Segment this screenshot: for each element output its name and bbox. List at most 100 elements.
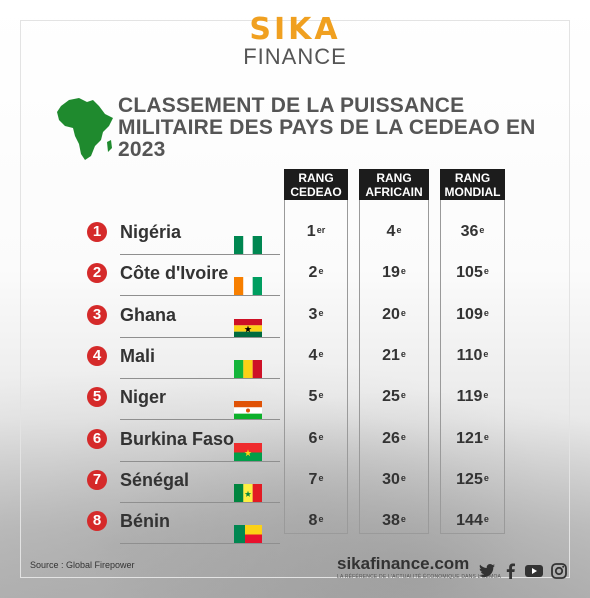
rank-cedeao-suffix: e (318, 431, 324, 442)
country-name: Ghana (120, 304, 177, 325)
rank-number-badge: 8 (87, 511, 107, 532)
rank-africain-suffix: e (400, 514, 406, 525)
twitter-icon[interactable] (478, 562, 496, 580)
rank-mondial-value: 105 (456, 264, 483, 282)
rank-mondial-value: 125 (456, 470, 483, 488)
rank-mondial-value: 109 (456, 305, 483, 323)
flag-cote-divoire-icon (234, 277, 262, 297)
rank-cedeao-value: 6 (308, 429, 318, 447)
rank-cedeao-value: 5 (308, 388, 318, 406)
rank-mondial-suffix: e (483, 514, 489, 525)
rank-africain: 26e (359, 427, 429, 451)
rank-number-badge: 6 (87, 428, 107, 449)
column-header-line: RANG (454, 171, 491, 185)
column-header-line: MONDIAL (444, 185, 501, 199)
rank-cedeao: 2e (284, 261, 348, 285)
rank-africain: 30e (359, 468, 429, 492)
rank-mondial-value: 119 (456, 388, 483, 406)
table-row: 6 Burkina Faso 6e 26e 121e (0, 425, 590, 466)
rank-cedeao-suffix: e (318, 307, 324, 318)
column-header-africain: RANG AFRICAIN (359, 169, 429, 200)
row-divider (120, 336, 280, 338)
rank-cedeao-value: 2 (308, 264, 318, 282)
logo-sika: SIKA (249, 12, 341, 47)
logo-finance: FINANCE (243, 44, 347, 69)
rank-mondial-suffix: e (483, 348, 489, 359)
flag-ghana-icon (234, 318, 262, 338)
country-name: Nigéria (120, 222, 182, 242)
column-box-cedeao (284, 200, 348, 534)
country-name: Bénin (120, 511, 171, 532)
rank-cedeao: 6e (284, 427, 348, 451)
rank-cedeao-value: 7 (308, 470, 318, 488)
rank-cedeao: 3e (284, 303, 348, 327)
rank-number-badge: 2 (87, 263, 107, 284)
rank-africain-suffix: e (396, 225, 402, 235)
row-divider (120, 377, 280, 379)
rank-africain-value: 26 (382, 429, 400, 447)
source-note: Source : Global Firepower (30, 560, 135, 570)
flag-senegal-icon (234, 483, 262, 503)
country-name: Niger (120, 387, 167, 408)
rank-mondial: 121e (440, 427, 505, 451)
row-divider (120, 460, 280, 462)
table-row: 7 Sénégal 7e 30e 125e (0, 466, 590, 507)
rank-cedeao-value: 1 (306, 223, 316, 240)
rank-number-badge: 3 (87, 304, 107, 325)
rank-africain-suffix: e (400, 472, 406, 483)
rank-mondial-suffix: e (479, 225, 485, 235)
column-header-line: AFRICAIN (365, 185, 423, 199)
rank-cedeao-suffix: e (318, 514, 324, 525)
rank-africain-value: 38 (382, 512, 400, 530)
rank-cedeao: 4e (284, 344, 348, 368)
rank-cedeao-suffix: er (316, 225, 326, 235)
flag-benin-icon (234, 525, 262, 545)
rank-africain: 20e (359, 303, 429, 327)
rank-africain-value: 4 (386, 223, 396, 240)
youtube-icon[interactable] (524, 562, 544, 580)
rank-africain-suffix: e (400, 348, 406, 359)
instagram-icon[interactable] (550, 562, 568, 580)
column-header-mondial: RANG MONDIAL (440, 169, 505, 200)
page-frame (20, 20, 570, 578)
rank-cedeao-suffix: e (318, 472, 324, 483)
sika-finance-logo: SIKA FINANCE (0, 14, 590, 68)
column-header-cedeao: RANG CEDEAO (284, 169, 348, 200)
rank-cedeao: 1er (284, 220, 348, 244)
column-box-africain (359, 200, 429, 534)
rank-mondial-suffix: e (483, 431, 489, 442)
rank-cedeao-value: 8 (308, 512, 318, 530)
table-row: 4 Mali 4e 21e 110e (0, 342, 590, 383)
rank-africain-value: 21 (382, 346, 400, 364)
rank-mondial-suffix: e (483, 266, 489, 277)
country-name: Burkina Faso (120, 428, 235, 449)
country-name: Côte d'Ivoire (120, 263, 229, 284)
footer-site: sikafinance.com (337, 554, 470, 573)
rank-number-badge: 1 (87, 222, 107, 242)
rank-africain-value: 20 (382, 305, 400, 323)
flag-nigeria-icon (234, 236, 262, 255)
rank-mondial-value: 36 (460, 223, 479, 240)
facebook-icon[interactable] (502, 562, 520, 580)
table-row: 5 Niger 5e 25e 119e (0, 383, 590, 424)
rank-cedeao: 5e (284, 385, 348, 409)
rank-mondial-value: 144 (456, 512, 483, 530)
rank-mondial-value: 121 (456, 429, 483, 447)
rank-africain-value: 30 (382, 470, 400, 488)
rank-mondial-suffix: e (483, 307, 489, 318)
flag-burkina-faso-icon (234, 442, 262, 462)
flag-mali-icon (234, 359, 262, 379)
column-header-line: RANG (376, 171, 412, 185)
rank-cedeao-value: 3 (308, 305, 318, 323)
rank-cedeao-suffix: e (318, 266, 324, 277)
rank-africain: 4e (359, 220, 429, 244)
rank-mondial-value: 110 (456, 346, 483, 364)
rank-cedeao-value: 4 (308, 346, 318, 364)
rank-africain: 19e (359, 261, 429, 285)
rank-mondial: 109e (440, 303, 505, 327)
background-photo (0, 338, 590, 598)
rank-mondial: 125e (440, 468, 505, 492)
africa-map-icon (57, 98, 113, 160)
rank-mondial: 119e (440, 385, 505, 409)
row-divider (120, 254, 280, 255)
